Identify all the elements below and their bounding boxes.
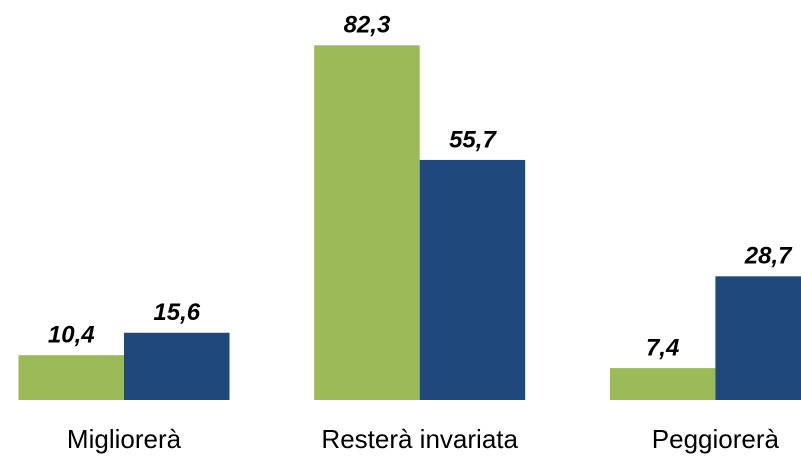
bar xyxy=(715,276,801,400)
bar xyxy=(18,355,124,400)
x-tick-label: Resterà invariata xyxy=(321,424,518,454)
x-tick-label: Migliorerà xyxy=(67,424,182,454)
data-label: 15,6 xyxy=(153,299,200,326)
data-label: 10,4 xyxy=(48,322,95,349)
bar xyxy=(124,332,230,400)
data-label: 55,7 xyxy=(449,126,497,153)
bar xyxy=(419,159,526,400)
x-tick-label: Peggiorerà xyxy=(652,424,780,454)
bar xyxy=(314,45,420,401)
data-label: 82,3 xyxy=(344,12,391,39)
bar xyxy=(609,368,716,400)
data-label: 7,4 xyxy=(646,334,679,361)
data-label: 28,7 xyxy=(744,243,793,270)
